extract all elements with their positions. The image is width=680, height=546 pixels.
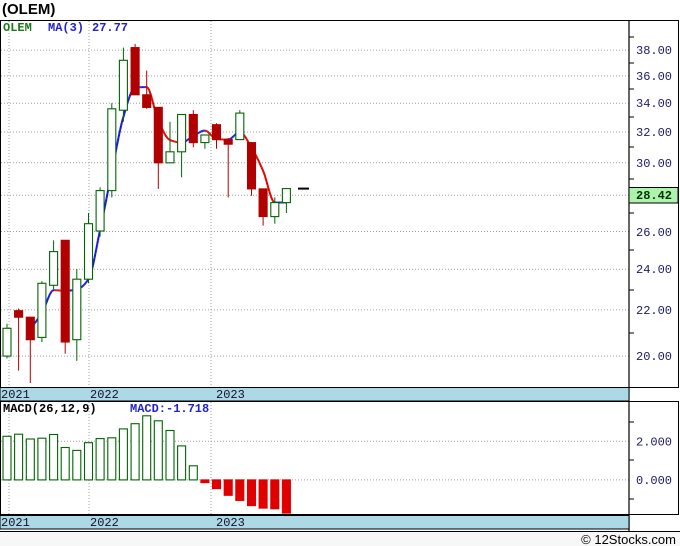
svg-text:0.000: 0.000 <box>636 474 672 488</box>
svg-text:2022: 2022 <box>90 516 119 530</box>
svg-text:2021: 2021 <box>1 516 30 530</box>
svg-text:MACD:-1.718: MACD:-1.718 <box>130 402 209 416</box>
svg-text:2023: 2023 <box>216 516 245 530</box>
svg-text:MACD(26,12,9): MACD(26,12,9) <box>3 402 97 416</box>
svg-text:2.000: 2.000 <box>636 436 672 450</box>
